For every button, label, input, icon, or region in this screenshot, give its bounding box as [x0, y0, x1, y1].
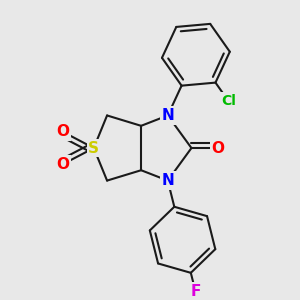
- Text: O: O: [56, 157, 69, 172]
- Text: F: F: [190, 284, 201, 299]
- Text: N: N: [161, 108, 174, 123]
- Text: O: O: [56, 124, 69, 139]
- Text: O: O: [212, 140, 225, 155]
- Text: Cl: Cl: [221, 94, 236, 108]
- Text: N: N: [161, 173, 174, 188]
- Text: S: S: [88, 140, 99, 155]
